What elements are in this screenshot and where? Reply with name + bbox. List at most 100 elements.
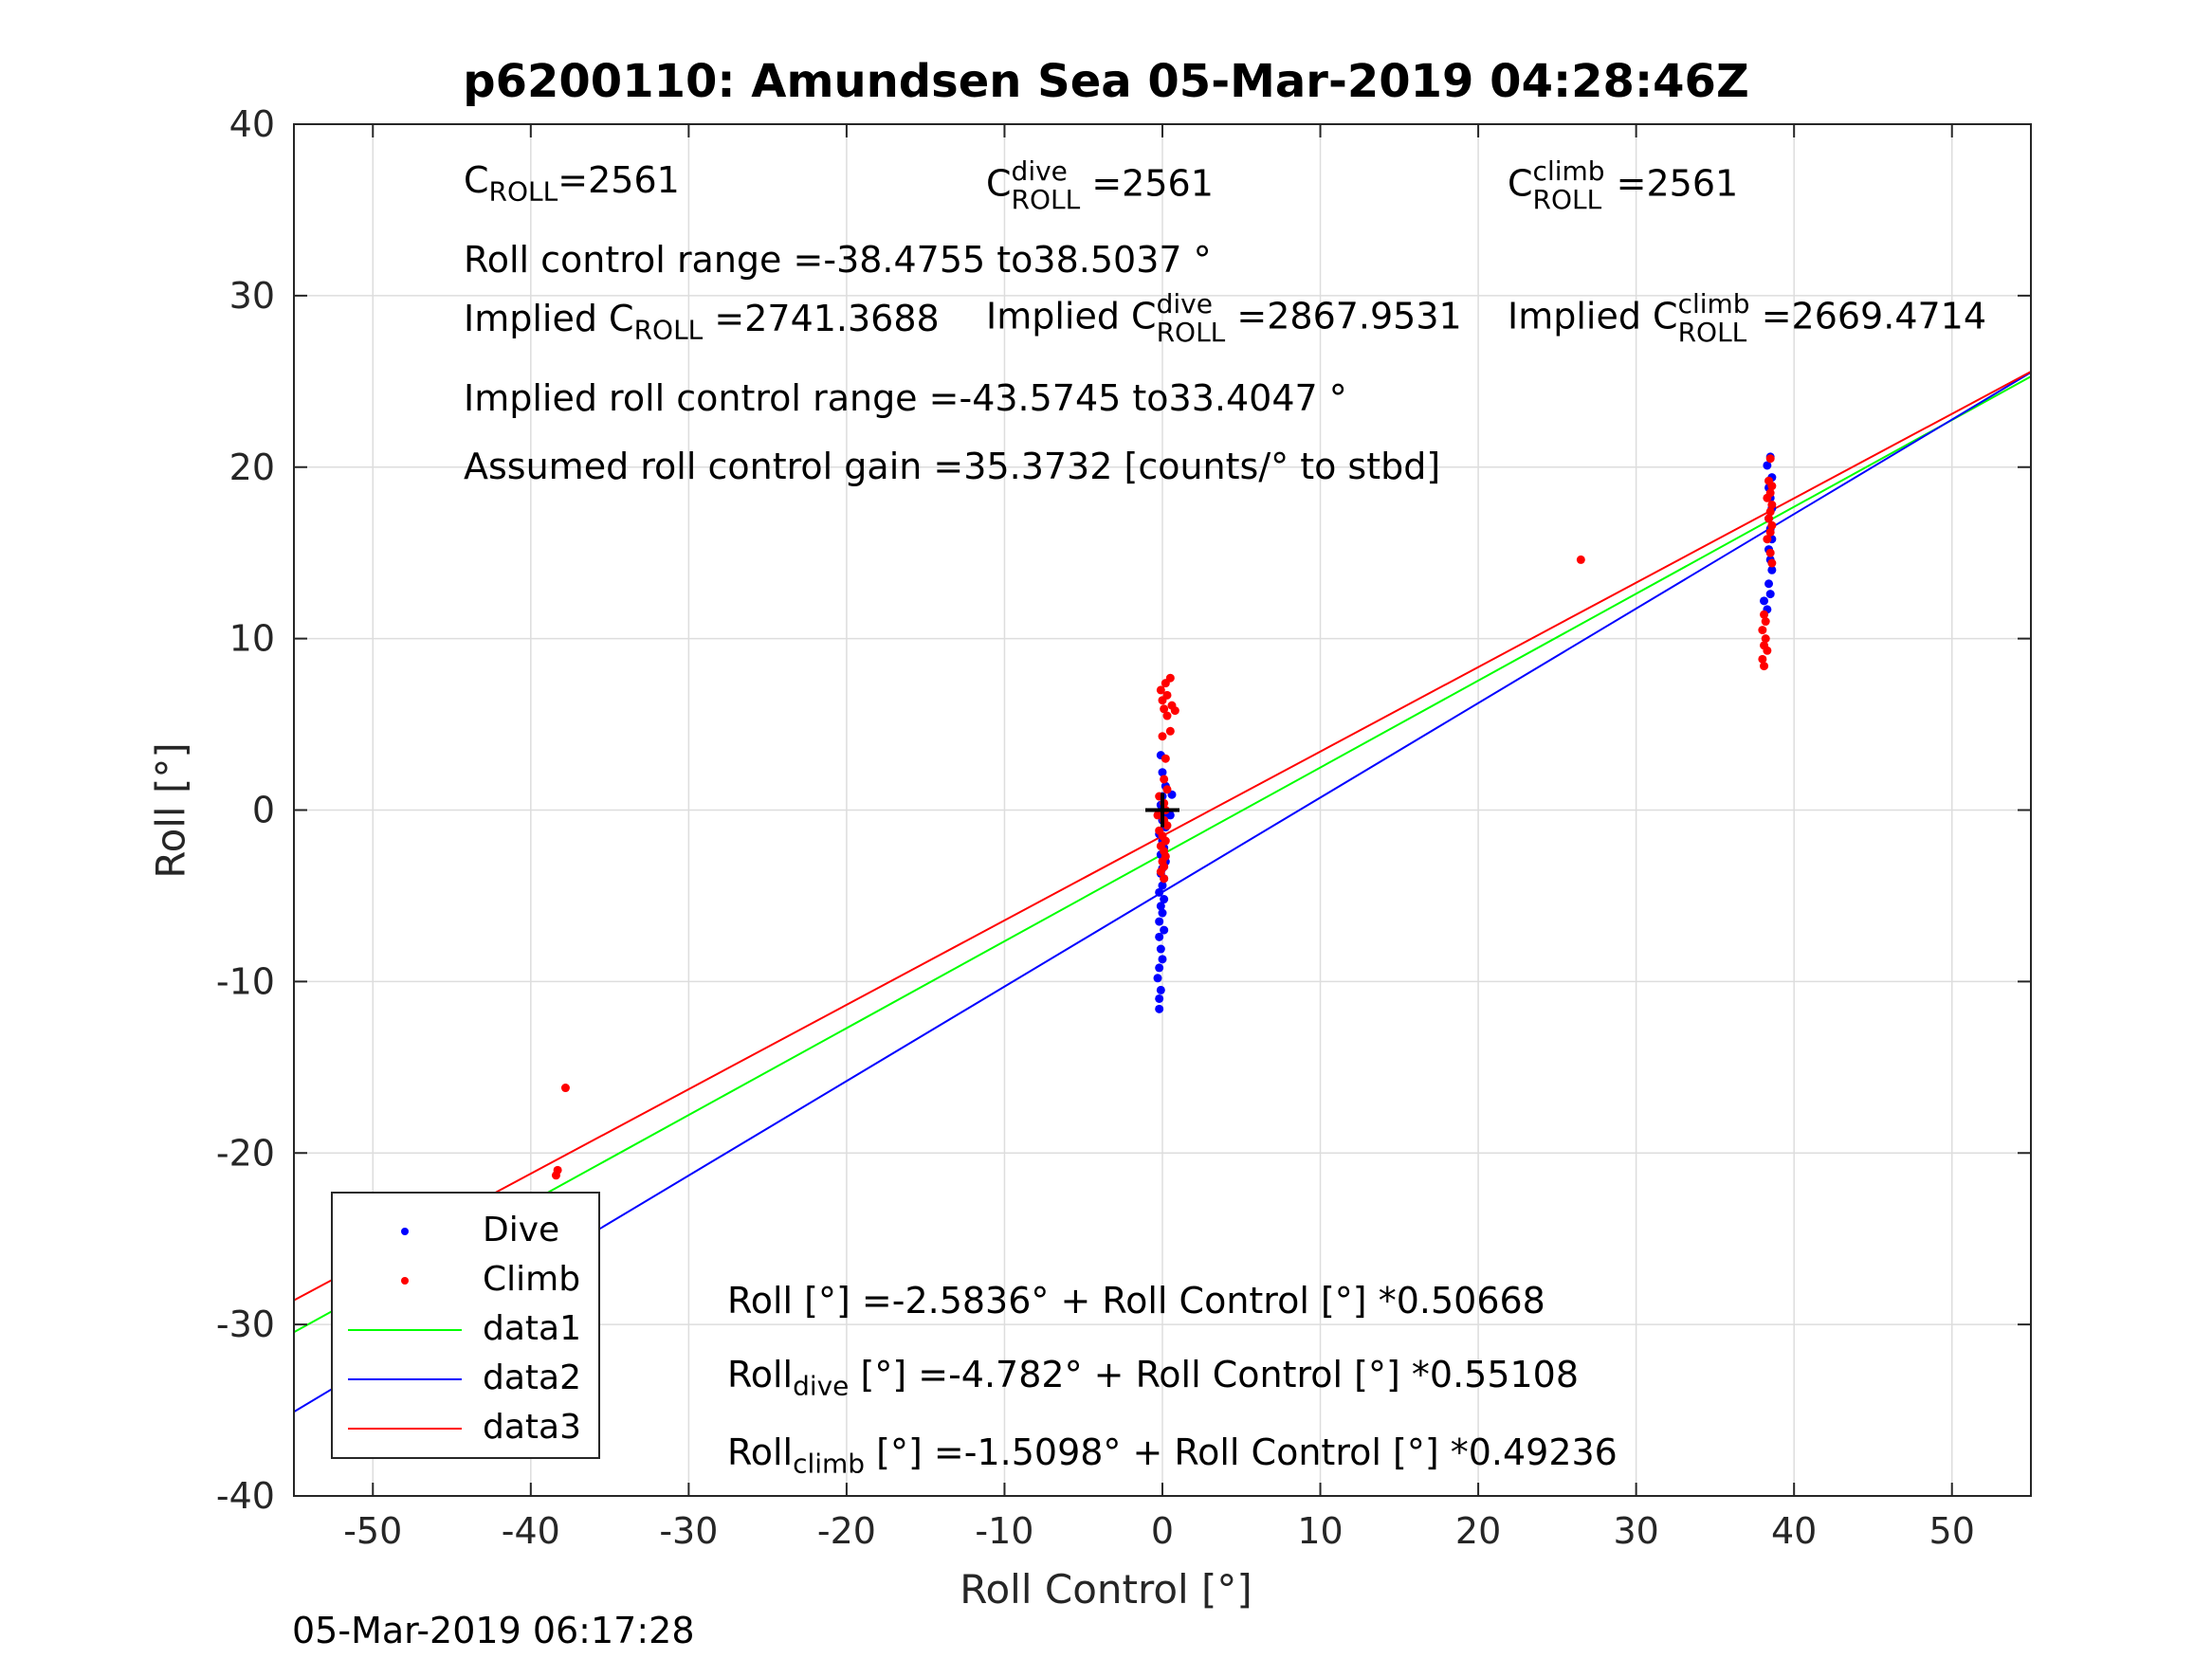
dive-point — [1156, 985, 1165, 994]
x-tick-label: 0 — [1151, 1510, 1174, 1552]
climb-point — [1763, 493, 1772, 502]
y-tick-label: -20 — [216, 1132, 275, 1174]
climb-point — [551, 1171, 560, 1180]
climb-point — [1765, 507, 1775, 517]
dive-point — [1764, 579, 1774, 589]
climb-point — [1758, 654, 1767, 664]
x-axis-label: Roll Control [°] — [960, 1566, 1252, 1613]
dive-point — [1153, 974, 1162, 983]
y-tick-label: -40 — [216, 1475, 275, 1517]
dive-point — [1160, 895, 1169, 904]
climb-point — [1160, 775, 1169, 784]
x-tick-label: -30 — [659, 1510, 718, 1552]
dive-point — [1160, 925, 1169, 935]
data2-line-icon — [348, 1378, 462, 1380]
climb-point — [1156, 867, 1165, 877]
x-tick-label: 30 — [1613, 1510, 1658, 1552]
c-roll-annotation: CROLL=2561 — [464, 159, 680, 208]
climb-point — [1576, 555, 1585, 564]
fit-all-annotation: Roll [°] =-2.5836° + Roll Control [°] *0… — [727, 1280, 1545, 1322]
climb-point — [1760, 662, 1769, 671]
fit-dive-annotation: Rolldive [°] =-4.782° + Roll Control [°]… — [727, 1354, 1580, 1402]
climb-point — [560, 1084, 570, 1093]
legend-item-climb: Climb — [333, 1256, 598, 1305]
climb-point — [1765, 548, 1775, 557]
dive-marker-icon — [401, 1228, 409, 1235]
legend-item-data2: data2 — [333, 1355, 598, 1404]
dive-point — [1155, 917, 1164, 926]
y-tick-label: 10 — [229, 618, 275, 660]
climb-point — [1162, 711, 1172, 720]
implied-roll-control-range-annotation: Implied roll control range =-43.5745 to3… — [464, 377, 1347, 419]
dive-point — [1158, 908, 1167, 918]
x-tick-label: 40 — [1771, 1510, 1817, 1552]
climb-point — [1765, 454, 1775, 464]
dive-point — [1155, 963, 1164, 973]
climb-point — [1158, 732, 1167, 741]
dive-point — [1760, 596, 1769, 606]
dive-point — [1763, 461, 1772, 470]
climb-point — [1767, 520, 1777, 530]
y-tick-label: 0 — [252, 790, 275, 831]
climb-point — [1763, 646, 1772, 655]
chart-title: p6200110: Amundsen Sea 05-Mar-2019 04:28… — [463, 55, 1749, 108]
dive-point — [1155, 887, 1164, 897]
climb-point — [1156, 685, 1165, 695]
climb-point — [1763, 535, 1772, 544]
legend-item-data1: data1 — [333, 1305, 598, 1355]
y-tick-label: 40 — [229, 103, 275, 145]
dive-point — [1155, 932, 1164, 941]
x-tick-label: 50 — [1929, 1510, 1975, 1552]
legend-item-dive: Dive — [333, 1207, 598, 1256]
climb-point — [1153, 811, 1162, 820]
climb-point — [1160, 704, 1169, 714]
climb-point — [1761, 617, 1770, 627]
x-tick-label: -50 — [343, 1510, 402, 1552]
dive-point — [1767, 565, 1777, 574]
fit-climb-annotation: Rollclimb [°] =-1.5098° + Roll Control [… — [727, 1431, 1618, 1480]
x-tick-label: 20 — [1455, 1510, 1501, 1552]
dive-point — [1156, 944, 1165, 954]
dive-point — [1765, 590, 1775, 599]
axis-ticks — [294, 123, 2031, 1497]
y-axis-label: Roll [°] — [147, 742, 194, 879]
legend-item-data3: data3 — [333, 1404, 598, 1453]
x-tick-label: -10 — [975, 1510, 1033, 1552]
dive-point — [1156, 902, 1165, 911]
climb-point — [1765, 527, 1775, 537]
climb-point — [1162, 785, 1172, 794]
climb-point — [1767, 558, 1777, 568]
tick-labels: -50 -40 -30 -20 -10 0 10 20 30 40 50 -40 -30 -20 -10 0 1… — [216, 103, 1975, 1552]
climb-point — [1767, 482, 1777, 491]
climb-point — [1761, 634, 1770, 644]
origin-crosshair — [1145, 793, 1179, 828]
data3-line-icon — [348, 1428, 462, 1430]
climb-point — [1165, 726, 1175, 736]
x-tick-label: -40 — [502, 1510, 560, 1552]
climb-point — [1162, 821, 1172, 830]
dive-point — [1158, 881, 1167, 890]
x-tick-label: 10 — [1297, 1510, 1343, 1552]
dive-point — [1155, 1004, 1164, 1013]
climb-marker-icon — [401, 1277, 409, 1285]
dive-point — [1158, 768, 1167, 777]
y-tick-label: -10 — [216, 960, 275, 1002]
data-points — [551, 452, 1777, 1238]
climb-point — [1758, 626, 1767, 635]
dive-point — [1158, 955, 1167, 964]
y-tick-label: -30 — [216, 1304, 275, 1345]
climb-point — [1760, 610, 1769, 619]
climb-point — [1170, 706, 1179, 716]
climb-point — [1160, 874, 1169, 884]
climb-point — [1161, 679, 1170, 688]
climb-point — [1764, 514, 1774, 523]
data1-line-icon — [348, 1329, 462, 1331]
dive-point — [1155, 994, 1164, 1003]
implied-c-roll-annotation: Implied CROLL =2741.3688 — [464, 298, 940, 346]
roll-control-range-annotation: Roll control range =-38.4755 to38.5037 ° — [464, 239, 1212, 281]
climb-point — [1767, 501, 1777, 510]
climb-point — [1161, 754, 1170, 763]
